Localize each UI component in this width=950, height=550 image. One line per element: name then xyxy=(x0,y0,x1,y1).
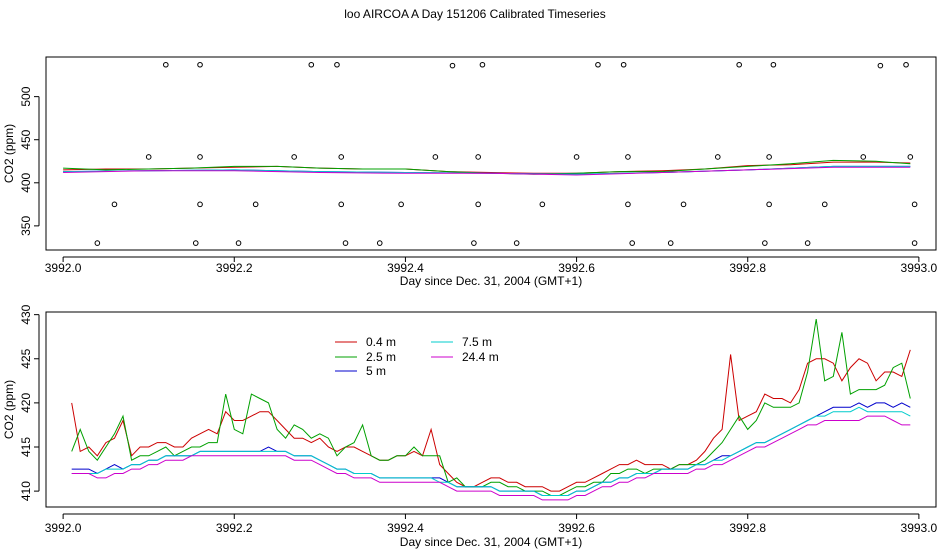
panel1-data-point xyxy=(479,61,486,68)
panel1-x-tick-label: 3992.4 xyxy=(387,261,424,275)
panel2-series-line-3 xyxy=(71,402,911,496)
legend-label: 2.5 m xyxy=(366,350,396,364)
panel1-data-point xyxy=(620,61,627,68)
panel1-y-tick-label: 450 xyxy=(19,129,33,149)
panel1-data-point xyxy=(762,240,768,246)
panel1-data-point xyxy=(860,154,867,160)
panel2-y-axis-label: CO2 (ppm) xyxy=(2,380,16,439)
panel1-data-point xyxy=(94,240,101,246)
panel1-data-point xyxy=(680,201,687,208)
panel1-data-point xyxy=(338,201,345,208)
panel1-y-tick-label: 350 xyxy=(19,216,33,236)
panel2-x-tick-label: 3992.2 xyxy=(216,521,253,535)
panel1-plot-frame xyxy=(45,56,937,251)
panel1-data-point xyxy=(903,61,909,68)
panel1-data-point xyxy=(766,154,772,160)
panel1-data-point xyxy=(398,201,404,208)
panel1-data-point xyxy=(235,240,242,246)
panel1-series-line-5 xyxy=(63,166,911,176)
panel2-x-tick-label: 3993.0 xyxy=(901,521,938,535)
panel1-data-point xyxy=(911,201,918,208)
panel2-y-tick-label: 425 xyxy=(19,348,33,368)
panel1-data-point xyxy=(338,154,345,160)
panel2-x-axis-label: Day since Dec. 31, 2004 (GMT+1) xyxy=(400,535,582,549)
panel1-data-point xyxy=(595,61,601,68)
panel2-plot-frame xyxy=(45,311,937,508)
panel1-x-tick-label: 3992.6 xyxy=(558,261,595,275)
panel1-x-tick-label: 3993.0 xyxy=(901,261,938,275)
panel1-data-point xyxy=(629,240,636,246)
panel2-series-line-2 xyxy=(71,319,911,496)
legend-label: 0.4 m xyxy=(366,335,396,349)
panel2-series-line-4 xyxy=(71,406,911,496)
panel1-y-axis-label: CO2 (ppm) xyxy=(2,124,16,183)
panel2-x-tick-label: 3992.4 xyxy=(387,521,424,535)
panel2-series-line-5 xyxy=(71,415,911,501)
panel1-data-point xyxy=(766,201,772,208)
panel1-data-point xyxy=(475,154,481,160)
panel1-data-point xyxy=(145,154,152,160)
panel1-data-point xyxy=(770,61,777,68)
panel1-data-point xyxy=(667,240,674,246)
panel1-y-tick-label: 500 xyxy=(19,86,33,106)
panel1-data-point xyxy=(334,61,340,68)
panel1-y-tick-label: 400 xyxy=(19,172,33,192)
panel2-x-tick-label: 3992.8 xyxy=(729,521,766,535)
panel1-data-point xyxy=(192,240,199,246)
panel2-x-tick-label: 3992.6 xyxy=(558,521,595,535)
panel2-y-tick-label: 420 xyxy=(19,393,33,413)
panel2-x-tick-label: 3992.0 xyxy=(45,521,82,535)
panel1-data-point xyxy=(877,62,884,69)
panel1-data-point xyxy=(714,154,721,160)
panel1-data-point xyxy=(197,201,203,208)
panel1-data-point xyxy=(911,240,918,246)
panel1-data-point xyxy=(821,201,828,208)
panel1-data-point xyxy=(163,61,169,68)
legend-label: 7.5 m xyxy=(462,335,492,349)
panel1-data-point xyxy=(197,154,203,160)
legend-label: 24.4 m xyxy=(462,350,499,364)
panel2-y-tick-label: 430 xyxy=(19,304,33,324)
panel1-data-point xyxy=(252,201,259,208)
panel1-data-point xyxy=(197,61,203,68)
figure-title: loo AIRCOA A Day 151206 Calibrated Times… xyxy=(344,7,606,21)
panel1-data-point xyxy=(449,62,456,69)
panel1-data-point xyxy=(539,201,546,208)
panel2-y-tick-label: 410 xyxy=(19,481,33,501)
panel1-data-point xyxy=(471,240,477,246)
panel1-data-point xyxy=(308,61,315,68)
panel1-data-point xyxy=(513,240,520,246)
panel1-x-tick-label: 3992.8 xyxy=(729,261,766,275)
panel1-data-point xyxy=(376,240,383,246)
panel1-data-point xyxy=(907,154,914,160)
legend-label: 5 m xyxy=(366,364,386,378)
panel1-x-axis-label: Day since Dec. 31, 2004 (GMT+1) xyxy=(400,274,582,288)
panel1-data-point xyxy=(475,201,481,208)
panel1-data-point xyxy=(111,201,118,208)
panel1-data-point xyxy=(736,61,742,68)
panel1-data-point xyxy=(291,154,297,160)
panel1-data-point xyxy=(625,201,631,208)
panel2-series-line-1 xyxy=(71,349,911,492)
panel1-x-tick-label: 3992.0 xyxy=(45,261,82,275)
panel1-x-tick-label: 3992.2 xyxy=(216,261,253,275)
panel1-data-point xyxy=(432,154,439,160)
panel1-data-point xyxy=(804,240,811,246)
panel1-data-point xyxy=(573,154,580,160)
panel1-data-point xyxy=(625,154,631,160)
panel1-data-point xyxy=(342,240,349,246)
panel2-y-tick-label: 415 xyxy=(19,437,33,457)
